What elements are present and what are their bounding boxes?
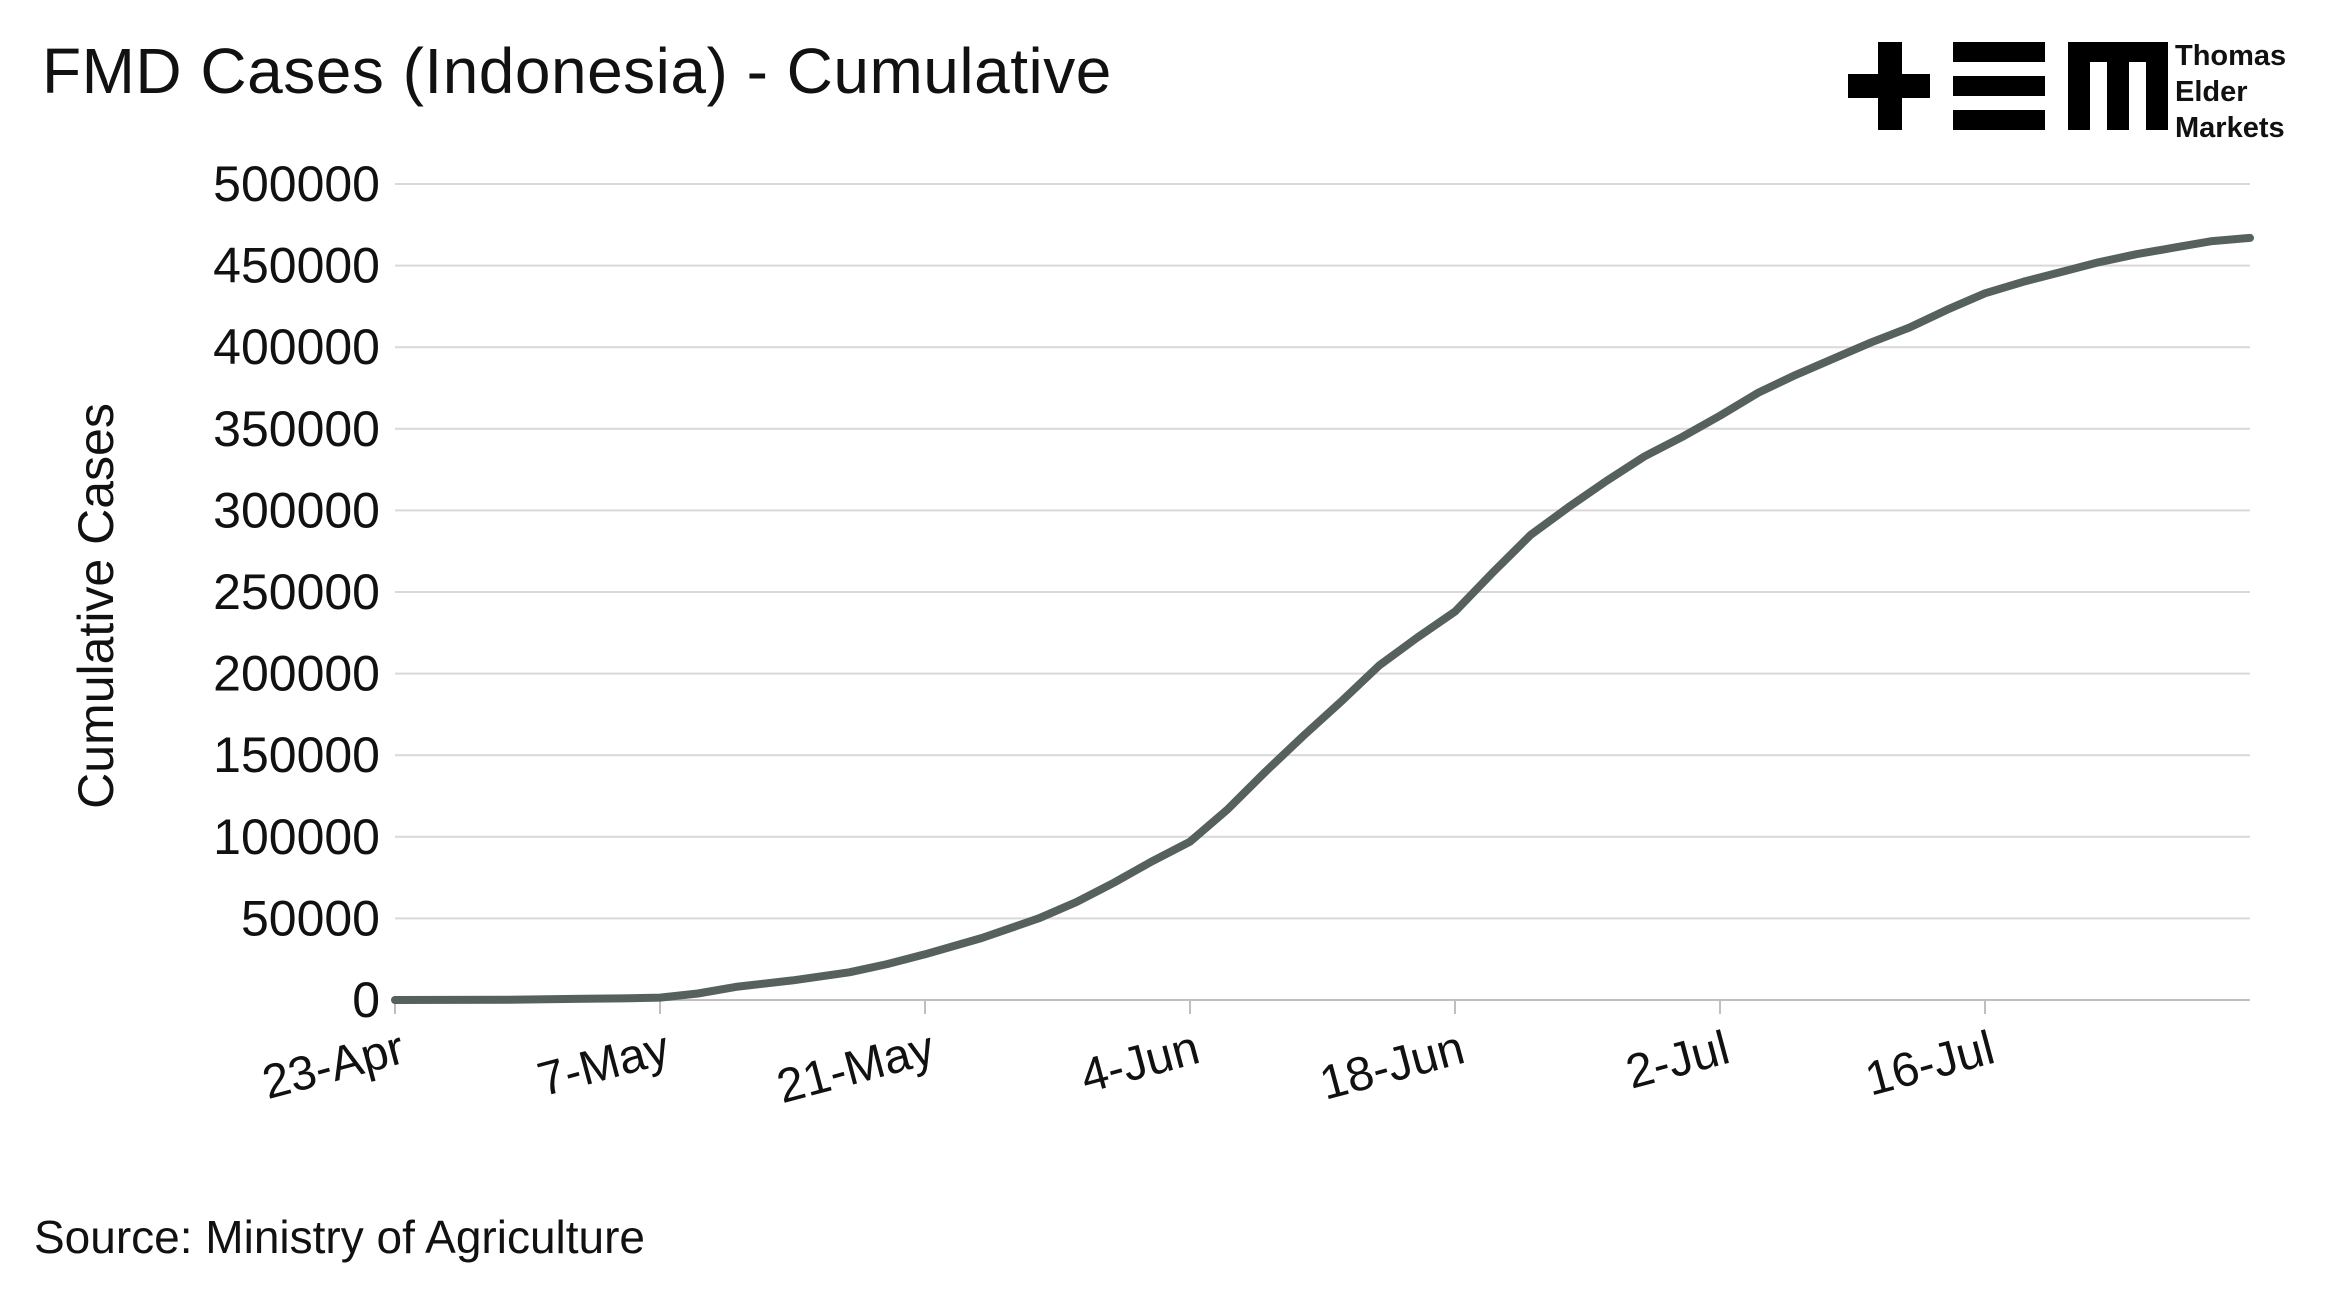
y-tick-label: 250000 [213, 564, 380, 620]
x-tick-label: 4-Jun [1075, 1021, 1205, 1103]
y-axis-label: Cumulative Cases [68, 403, 124, 809]
x-tick-label: 16-Jul [1860, 1021, 2000, 1106]
y-tick-label: 200000 [213, 646, 380, 702]
series-layer [391, 233, 2254, 1004]
y-tick-label: 500000 [213, 156, 380, 212]
brand-name: Thomas Elder Markets [2175, 38, 2286, 146]
x-tick-label: 18-Jun [1314, 1021, 1469, 1110]
y-tick-label: 150000 [213, 727, 380, 783]
brand-line: Markets [2175, 112, 2285, 144]
y-tick-label: 350000 [213, 401, 380, 457]
y-tick-label: 100000 [213, 809, 380, 865]
page-title: FMD Cases (Indonesia) - Cumulative [42, 35, 1112, 107]
y-tick-label: 300000 [213, 482, 380, 538]
tem-logo-icon [1848, 42, 2168, 130]
x-tick-label: 2-Jul [1621, 1021, 1735, 1099]
source-note: Source: Ministry of Agriculture [34, 1211, 646, 1263]
y-tick-label: 50000 [241, 890, 380, 946]
x-tick-label: 7-May [532, 1021, 675, 1107]
y-tick-label: 450000 [213, 238, 380, 294]
gridlines [395, 183, 2250, 920]
y-tick-label: 400000 [213, 319, 380, 375]
y-axis-ticks: 0 50000 100000 150000 200000 250000 300000 3500… [213, 156, 380, 1028]
series-line [391, 233, 2254, 1004]
x-tick-label: 23-Apr [257, 1021, 410, 1109]
brand-line: Elder [2175, 76, 2248, 108]
brand-logo: Thomas Elder Markets [1848, 36, 2308, 146]
y-tick-label: 0 [352, 972, 380, 1028]
brand-line: Thomas [2175, 40, 2287, 72]
x-tick-label: 21-May [772, 1021, 940, 1114]
x-axis: 23-Apr 7-May 21-May 4-Jun 18-Jun 2-Jul 16-Jul [257, 999, 2250, 1114]
